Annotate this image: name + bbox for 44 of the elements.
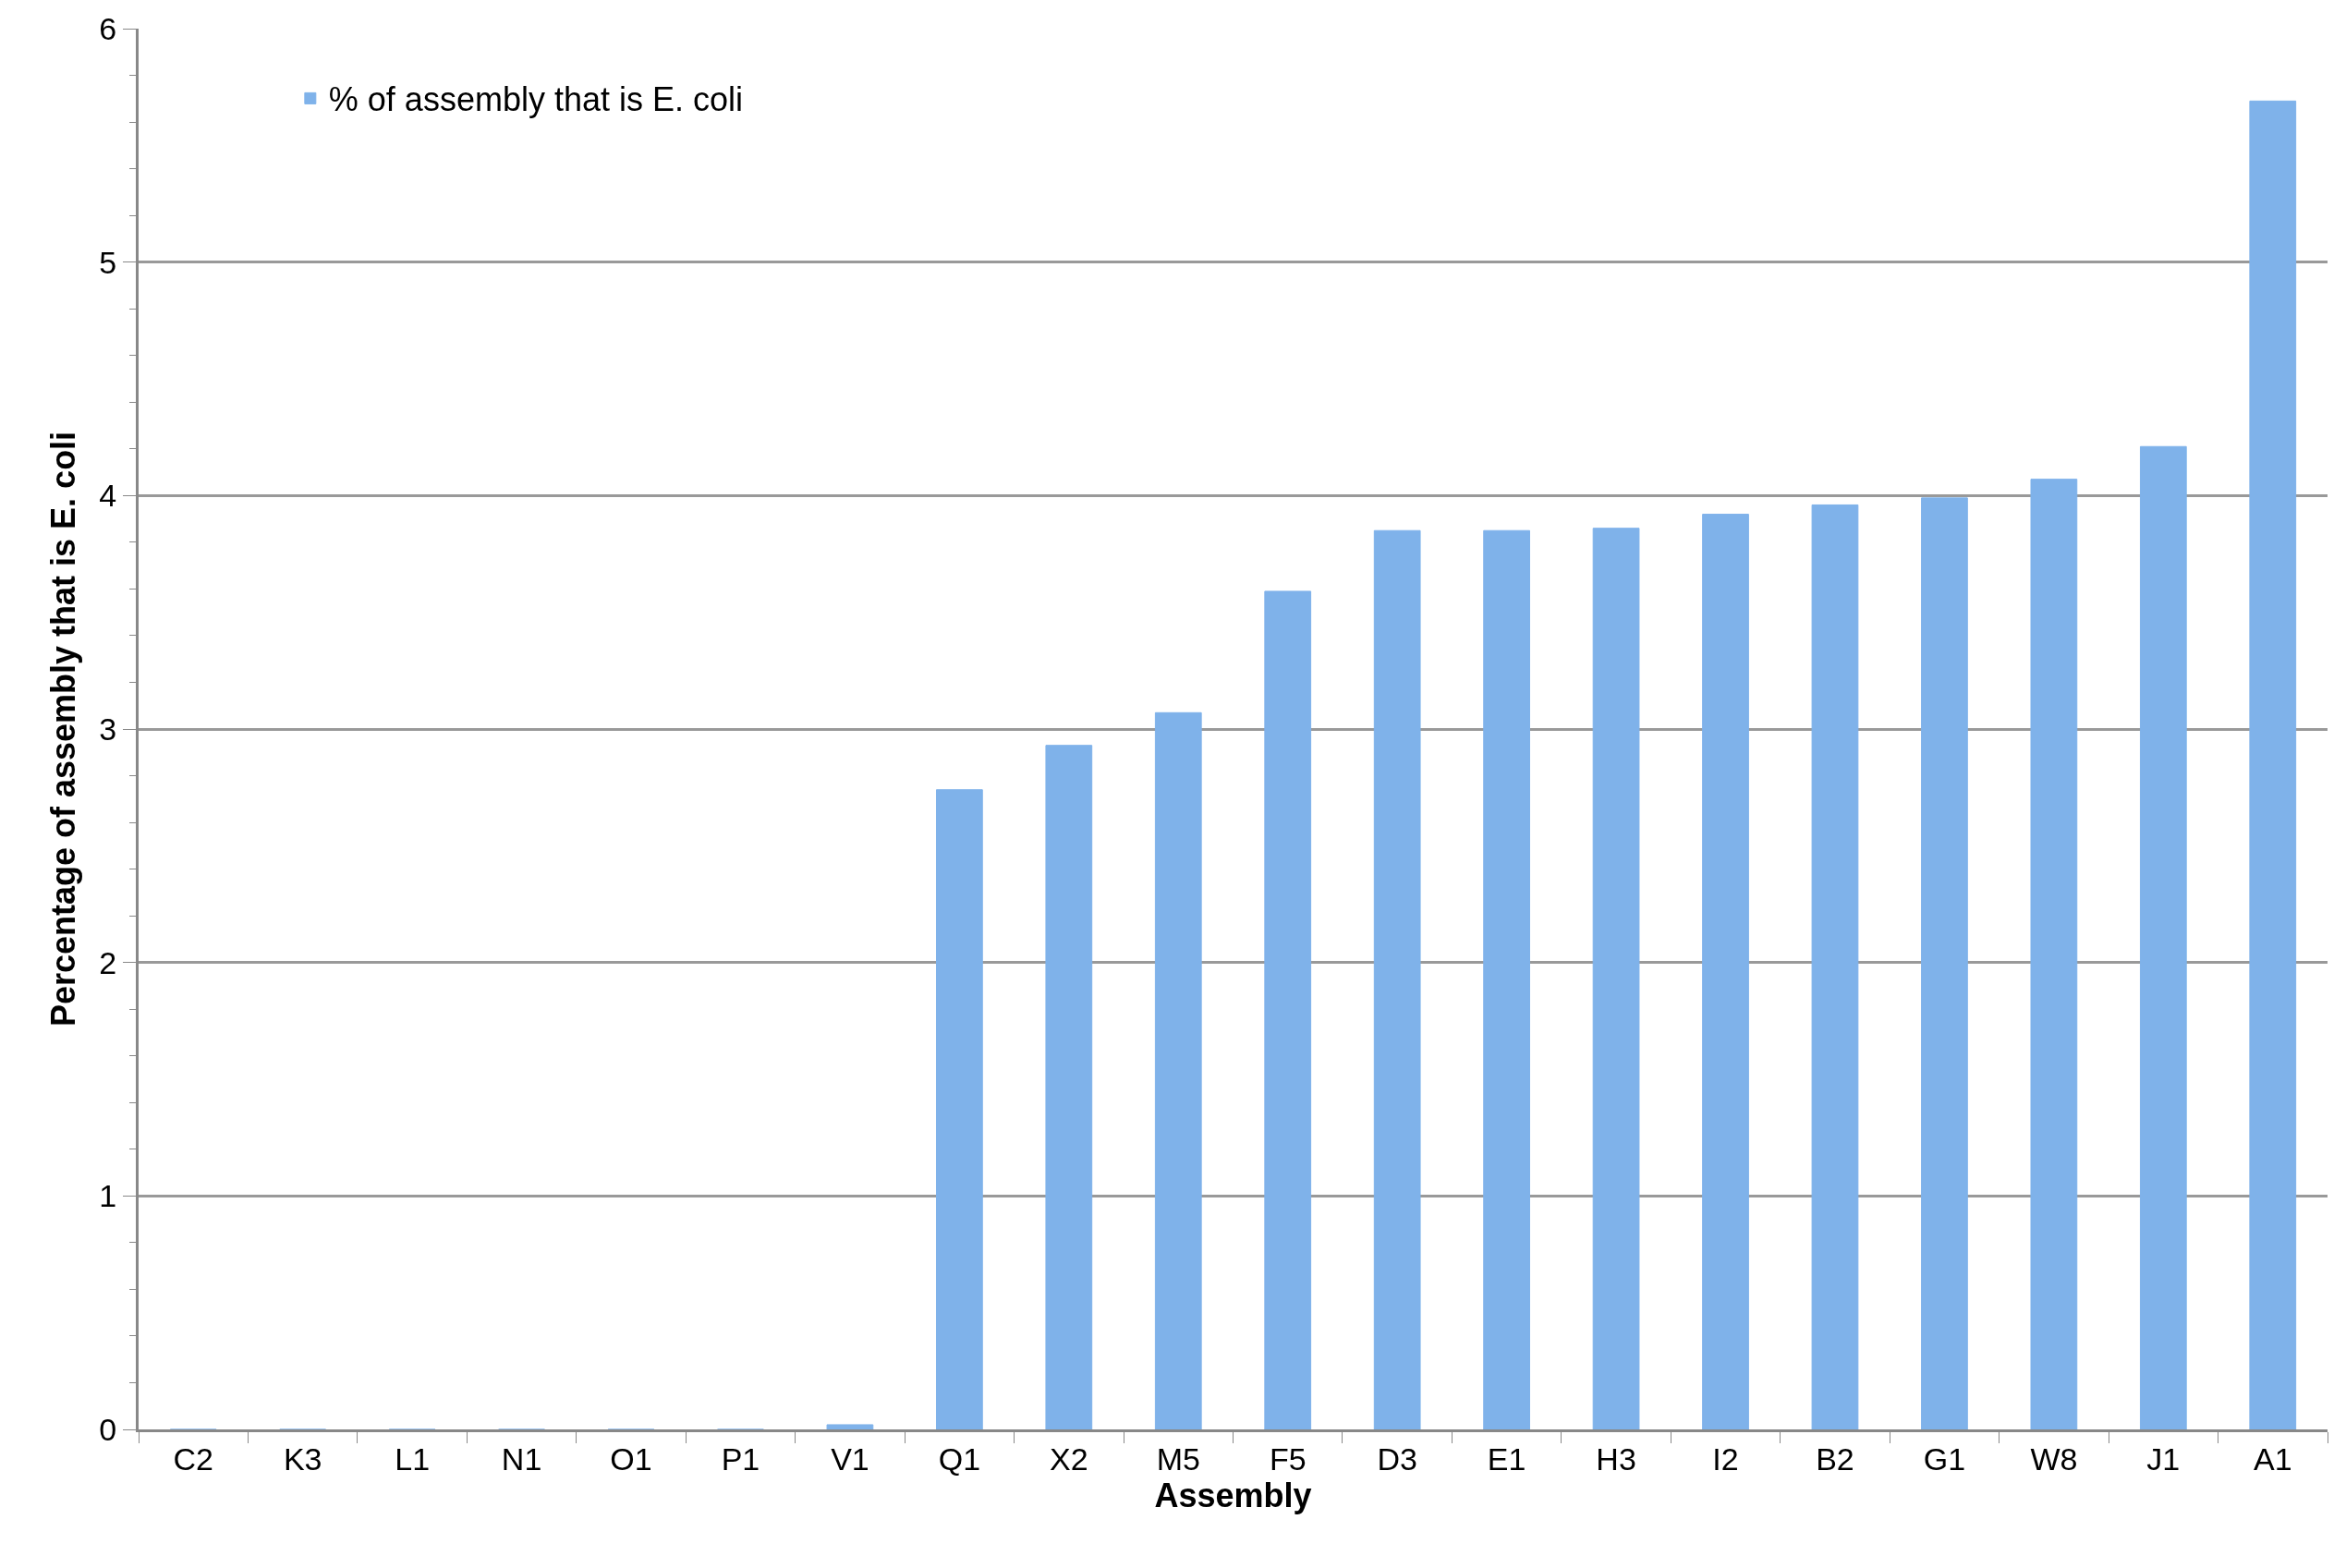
bar [1592,528,1640,1429]
y-tick-label: 4 [99,478,117,514]
x-tick-label: B2 [1816,1440,1854,1477]
x-tick-label: C2 [173,1440,213,1477]
x-tick-label: E1 [1487,1440,1526,1477]
x-tick-label: L1 [395,1440,431,1477]
x-tick-label: W8 [2030,1440,2078,1477]
bar [1811,504,1859,1429]
x-tick-label: N1 [501,1440,542,1477]
y-axis-title: Percentage of assembly that is E. coli [44,431,83,1027]
bar [1483,529,1530,1429]
x-tick-label: P1 [721,1440,760,1477]
x-tick-label: X2 [1050,1440,1088,1477]
x-tick-label: F5 [1269,1440,1307,1477]
x-tick-label: M5 [1156,1440,1200,1477]
y-tick-label: 1 [99,1178,117,1214]
y-tick-label: 6 [99,10,117,46]
x-tick-label: I2 [1712,1440,1739,1477]
bar [1702,514,1749,1429]
x-tick-label: V1 [831,1440,869,1477]
bar [826,1424,874,1429]
y-tick-label: 0 [99,1411,117,1447]
x-tick-label: Q1 [938,1440,981,1477]
bar [1373,529,1421,1429]
x-tick-label: G1 [1923,1440,1966,1477]
bar [1045,745,1093,1429]
x-tick-label: A1 [2253,1440,2292,1477]
bar [1154,711,1202,1429]
x-tick-label: O1 [610,1440,652,1477]
y-tick-label: 5 [99,244,117,280]
bar [936,789,983,1429]
bar [2030,479,2078,1429]
x-tick-label: H3 [1596,1440,1636,1477]
y-tick-label: 3 [99,711,117,747]
legend-label: % of assembly that is E. coli [328,80,743,119]
bar [2139,445,2187,1429]
x-axis-title: Assembly [1154,1476,1312,1514]
x-tick-label: K3 [283,1440,322,1477]
bar [1921,497,1968,1429]
y-tick-label: 2 [99,944,117,980]
x-tick-label: D3 [1377,1440,1417,1477]
x-tick-label: J1 [2146,1440,2181,1477]
bar [1264,590,1312,1429]
bar [2249,100,2297,1429]
